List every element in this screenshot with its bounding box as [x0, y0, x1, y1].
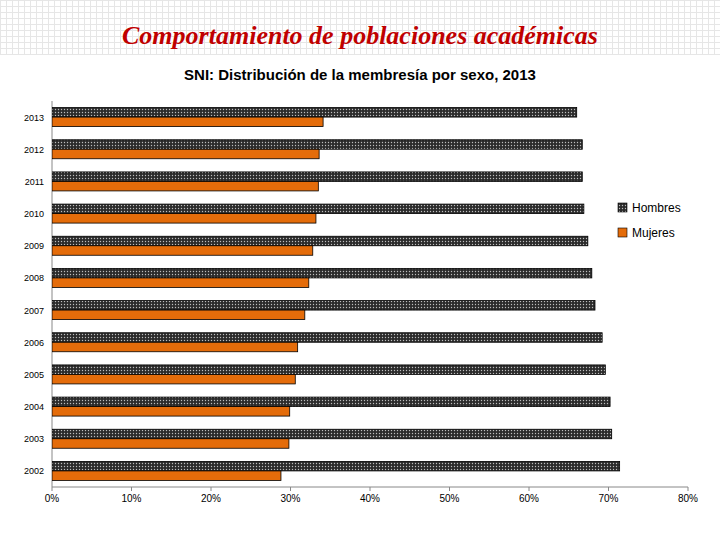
tick-label: 20% — [201, 493, 221, 504]
bar — [52, 407, 290, 417]
bar — [52, 365, 605, 375]
tick-label: 40% — [360, 493, 380, 504]
bar — [52, 439, 289, 449]
tick — [688, 487, 689, 491]
category-label: 2012 — [24, 145, 44, 155]
tick-label: 10% — [121, 493, 141, 504]
bar — [52, 374, 295, 384]
legend-swatch — [618, 228, 627, 237]
category-label: 2003 — [24, 434, 44, 444]
tick — [52, 487, 53, 491]
category-label: 2006 — [24, 338, 44, 348]
bar — [52, 301, 595, 311]
bar — [52, 397, 610, 407]
bar — [52, 117, 323, 127]
bar — [52, 149, 319, 159]
bars — [52, 108, 620, 481]
tick-label: 60% — [519, 493, 539, 504]
bar — [52, 333, 602, 343]
tick-label: 0% — [45, 493, 60, 504]
bar — [52, 278, 309, 288]
bar — [52, 310, 305, 320]
bar — [52, 108, 577, 118]
tick-label: 70% — [598, 493, 618, 504]
legend-label: Mujeres — [632, 226, 675, 240]
bar — [52, 172, 582, 182]
tick — [529, 487, 530, 491]
legend-label: Hombres — [632, 201, 681, 215]
category-label: 2002 — [24, 466, 44, 476]
chart-bg — [0, 55, 720, 540]
bar — [52, 342, 298, 352]
tick — [290, 487, 291, 491]
bar — [52, 268, 592, 278]
tick — [211, 487, 212, 491]
category-label: 2008 — [24, 273, 44, 283]
tick-label: 30% — [280, 493, 300, 504]
bar — [52, 236, 588, 246]
category-label: 2007 — [24, 306, 44, 316]
category-label: 2010 — [24, 209, 44, 219]
bar — [52, 181, 318, 191]
bar — [52, 204, 584, 214]
title: Comportamiento de poblaciones académicas — [122, 21, 598, 50]
bar — [52, 140, 582, 150]
tick — [131, 487, 132, 491]
bar — [52, 429, 612, 439]
category-label: 2004 — [24, 402, 44, 412]
tick — [608, 487, 609, 491]
category-label: 2011 — [25, 177, 44, 187]
bar — [52, 246, 313, 256]
tick — [370, 487, 371, 491]
tick-label: 80% — [678, 493, 698, 504]
chart: Comportamiento de poblaciones académicas… — [0, 0, 720, 540]
tick — [449, 487, 450, 491]
legend-swatch — [618, 203, 627, 212]
subtitle: SNI: Distribución de la membresía por se… — [184, 66, 536, 83]
category-label: 2013 — [24, 113, 44, 123]
bar — [52, 461, 620, 471]
tick-label: 50% — [439, 493, 459, 504]
bar — [52, 214, 316, 224]
category-label: 2009 — [24, 241, 44, 251]
bar — [52, 471, 281, 481]
category-label: 2005 — [24, 370, 44, 380]
